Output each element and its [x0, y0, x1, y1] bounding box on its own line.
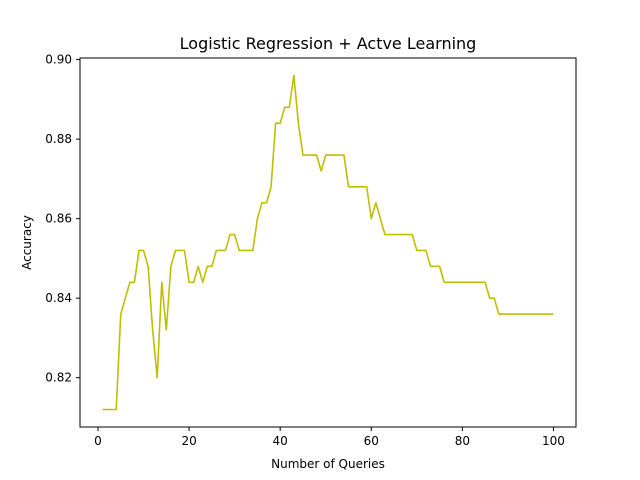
y-tick-label: 0.88: [45, 132, 72, 146]
axes-frame: [79, 57, 577, 428]
y-tick-label: 0.90: [45, 53, 72, 67]
y-axis: 0.82 0.84 0.86 0.88 0.90: [45, 53, 80, 385]
x-tick-label: 80: [455, 434, 470, 448]
plot-area: [102, 74, 554, 411]
x-tick-label: 100: [542, 434, 565, 448]
x-tick-label: 20: [181, 434, 196, 448]
y-axis-label: Accuracy: [20, 215, 34, 270]
accuracy-series-line: [102, 74, 554, 411]
x-axis: 0 20 40 60 80 100: [94, 427, 565, 448]
x-tick-label: 40: [273, 434, 288, 448]
y-tick-label: 0.86: [45, 212, 72, 226]
chart-title: Logistic Regression + Actve Learning: [180, 34, 477, 53]
y-tick-label: 0.84: [45, 291, 72, 305]
y-tick-label: 0.82: [45, 371, 72, 385]
x-tick-label: 60: [364, 434, 379, 448]
x-axis-label: Number of Queries: [271, 457, 385, 471]
x-tick-label: 0: [94, 434, 102, 448]
